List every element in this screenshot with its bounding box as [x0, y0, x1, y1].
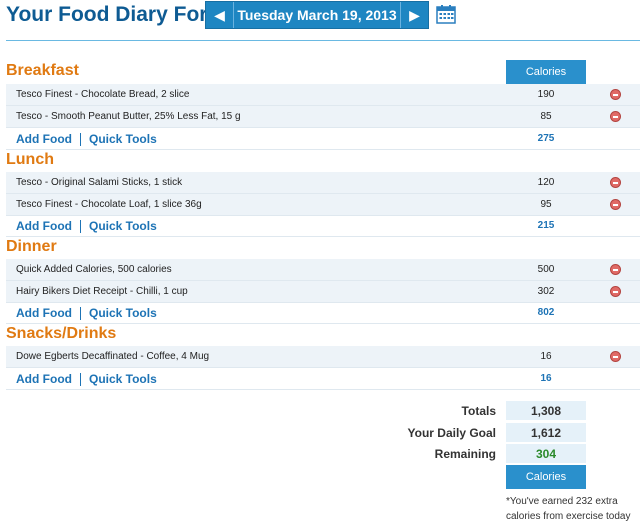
header-divider	[6, 40, 640, 41]
food-row: Tesco - Original Salami Sticks, 1 stick …	[6, 172, 640, 194]
right-arrow-icon: ▶	[409, 7, 420, 23]
delete-entry-icon[interactable]	[610, 286, 621, 297]
delete-entry-icon[interactable]	[610, 177, 621, 188]
meal-subtotal: 16	[540, 373, 552, 384]
meal-title-breakfast: Breakfast	[6, 62, 79, 79]
diary-header: Your Food Diary For: ◀ Tuesday March 19,…	[0, 0, 640, 40]
meal-actions-row: Add Food Quick Tools 16	[6, 368, 640, 390]
quick-tools-link[interactable]: Quick Tools	[88, 219, 157, 233]
separator	[79, 307, 81, 321]
calories-column-header: Calories	[506, 60, 586, 84]
quick-tools-link[interactable]: Quick Tools	[88, 306, 157, 320]
food-row: Tesco Finest - Chocolate Bread, 2 slice …	[6, 84, 640, 106]
meal-subtotal: 215	[537, 220, 555, 231]
add-food-link[interactable]: Add Food	[16, 219, 72, 233]
add-food-link[interactable]: Add Food	[16, 306, 72, 320]
meal-title-snacks: Snacks/Drinks	[6, 325, 117, 342]
food-calories: 16	[540, 351, 552, 362]
meal-actions-row: Add Food Quick Tools 802	[6, 302, 640, 324]
meal-title-lunch: Lunch	[6, 151, 54, 168]
meal-subtotal: 802	[537, 307, 555, 318]
food-row: Quick Added Calories, 500 calories 500	[6, 259, 640, 281]
separator	[79, 373, 81, 387]
delete-entry-icon[interactable]	[610, 111, 621, 122]
meal-actions: Add Food Quick Tools	[16, 302, 157, 324]
food-calories: 120	[537, 177, 555, 188]
meal-title-dinner: Dinner	[6, 238, 57, 255]
food-name[interactable]: Hairy Bikers Diet Receipt - Chilli, 1 cu…	[16, 286, 188, 297]
food-name[interactable]: Tesco - Original Salami Sticks, 1 stick	[16, 177, 183, 188]
previous-day-button[interactable]: ◀	[206, 2, 234, 28]
totals-value: 1,308	[506, 401, 586, 421]
food-name[interactable]: Tesco - Smooth Peanut Butter, 25% Less F…	[16, 111, 241, 122]
calendar-icon[interactable]	[436, 4, 456, 24]
daily-goal-value: 1,612	[506, 423, 586, 443]
page-title: Your Food Diary For:	[6, 3, 215, 26]
food-calories: 500	[537, 264, 555, 275]
daily-goal-label: Your Daily Goal	[407, 426, 496, 440]
food-name[interactable]: Tesco Finest - Chocolate Loaf, 1 slice 3…	[16, 199, 202, 210]
delete-entry-icon[interactable]	[610, 199, 621, 210]
current-date: Tuesday March 19, 2013	[237, 7, 397, 23]
food-calories: 190	[537, 89, 555, 100]
separator	[79, 133, 81, 147]
food-calories: 85	[540, 111, 552, 122]
delete-entry-icon[interactable]	[610, 264, 621, 275]
food-calories: 95	[540, 199, 552, 210]
meal-actions-row: Add Food Quick Tools 215	[6, 215, 640, 237]
left-arrow-icon: ◀	[214, 7, 225, 23]
meal-actions-row: Add Food Quick Tools 275	[6, 128, 640, 150]
remaining-label: Remaining	[434, 447, 496, 461]
delete-entry-icon[interactable]	[610, 89, 621, 100]
remaining-value: 304	[506, 444, 586, 464]
food-name[interactable]: Tesco Finest - Chocolate Bread, 2 slice	[16, 89, 190, 100]
calories-column-footer: Calories	[506, 465, 586, 489]
delete-entry-icon[interactable]	[610, 351, 621, 362]
food-calories: 302	[537, 286, 555, 297]
food-row: Tesco - Smooth Peanut Butter, 25% Less F…	[6, 106, 640, 128]
meal-actions: Add Food Quick Tools	[16, 128, 157, 150]
add-food-link[interactable]: Add Food	[16, 132, 72, 146]
separator	[79, 220, 81, 234]
food-row: Dowe Egberts Decaffinated - Coffee, 4 Mu…	[6, 346, 640, 368]
meal-subtotal: 275	[537, 133, 555, 144]
meal-actions: Add Food Quick Tools	[16, 368, 157, 390]
food-row: Hairy Bikers Diet Receipt - Chilli, 1 cu…	[6, 281, 640, 303]
exercise-note: *You've earned 232 extra calories from e…	[506, 496, 631, 522]
add-food-link[interactable]: Add Food	[16, 372, 72, 386]
quick-tools-link[interactable]: Quick Tools	[88, 372, 157, 386]
meal-actions: Add Food Quick Tools	[16, 215, 157, 237]
food-name[interactable]: Dowe Egberts Decaffinated - Coffee, 4 Mu…	[16, 351, 210, 362]
date-navigator: ◀ Tuesday March 19, 2013 ▶	[205, 1, 429, 29]
food-name[interactable]: Quick Added Calories, 500 calories	[16, 264, 172, 275]
food-row: Tesco Finest - Chocolate Loaf, 1 slice 3…	[6, 194, 640, 216]
totals-label: Totals	[461, 404, 496, 418]
next-day-button[interactable]: ▶	[400, 2, 428, 28]
quick-tools-link[interactable]: Quick Tools	[88, 132, 157, 146]
